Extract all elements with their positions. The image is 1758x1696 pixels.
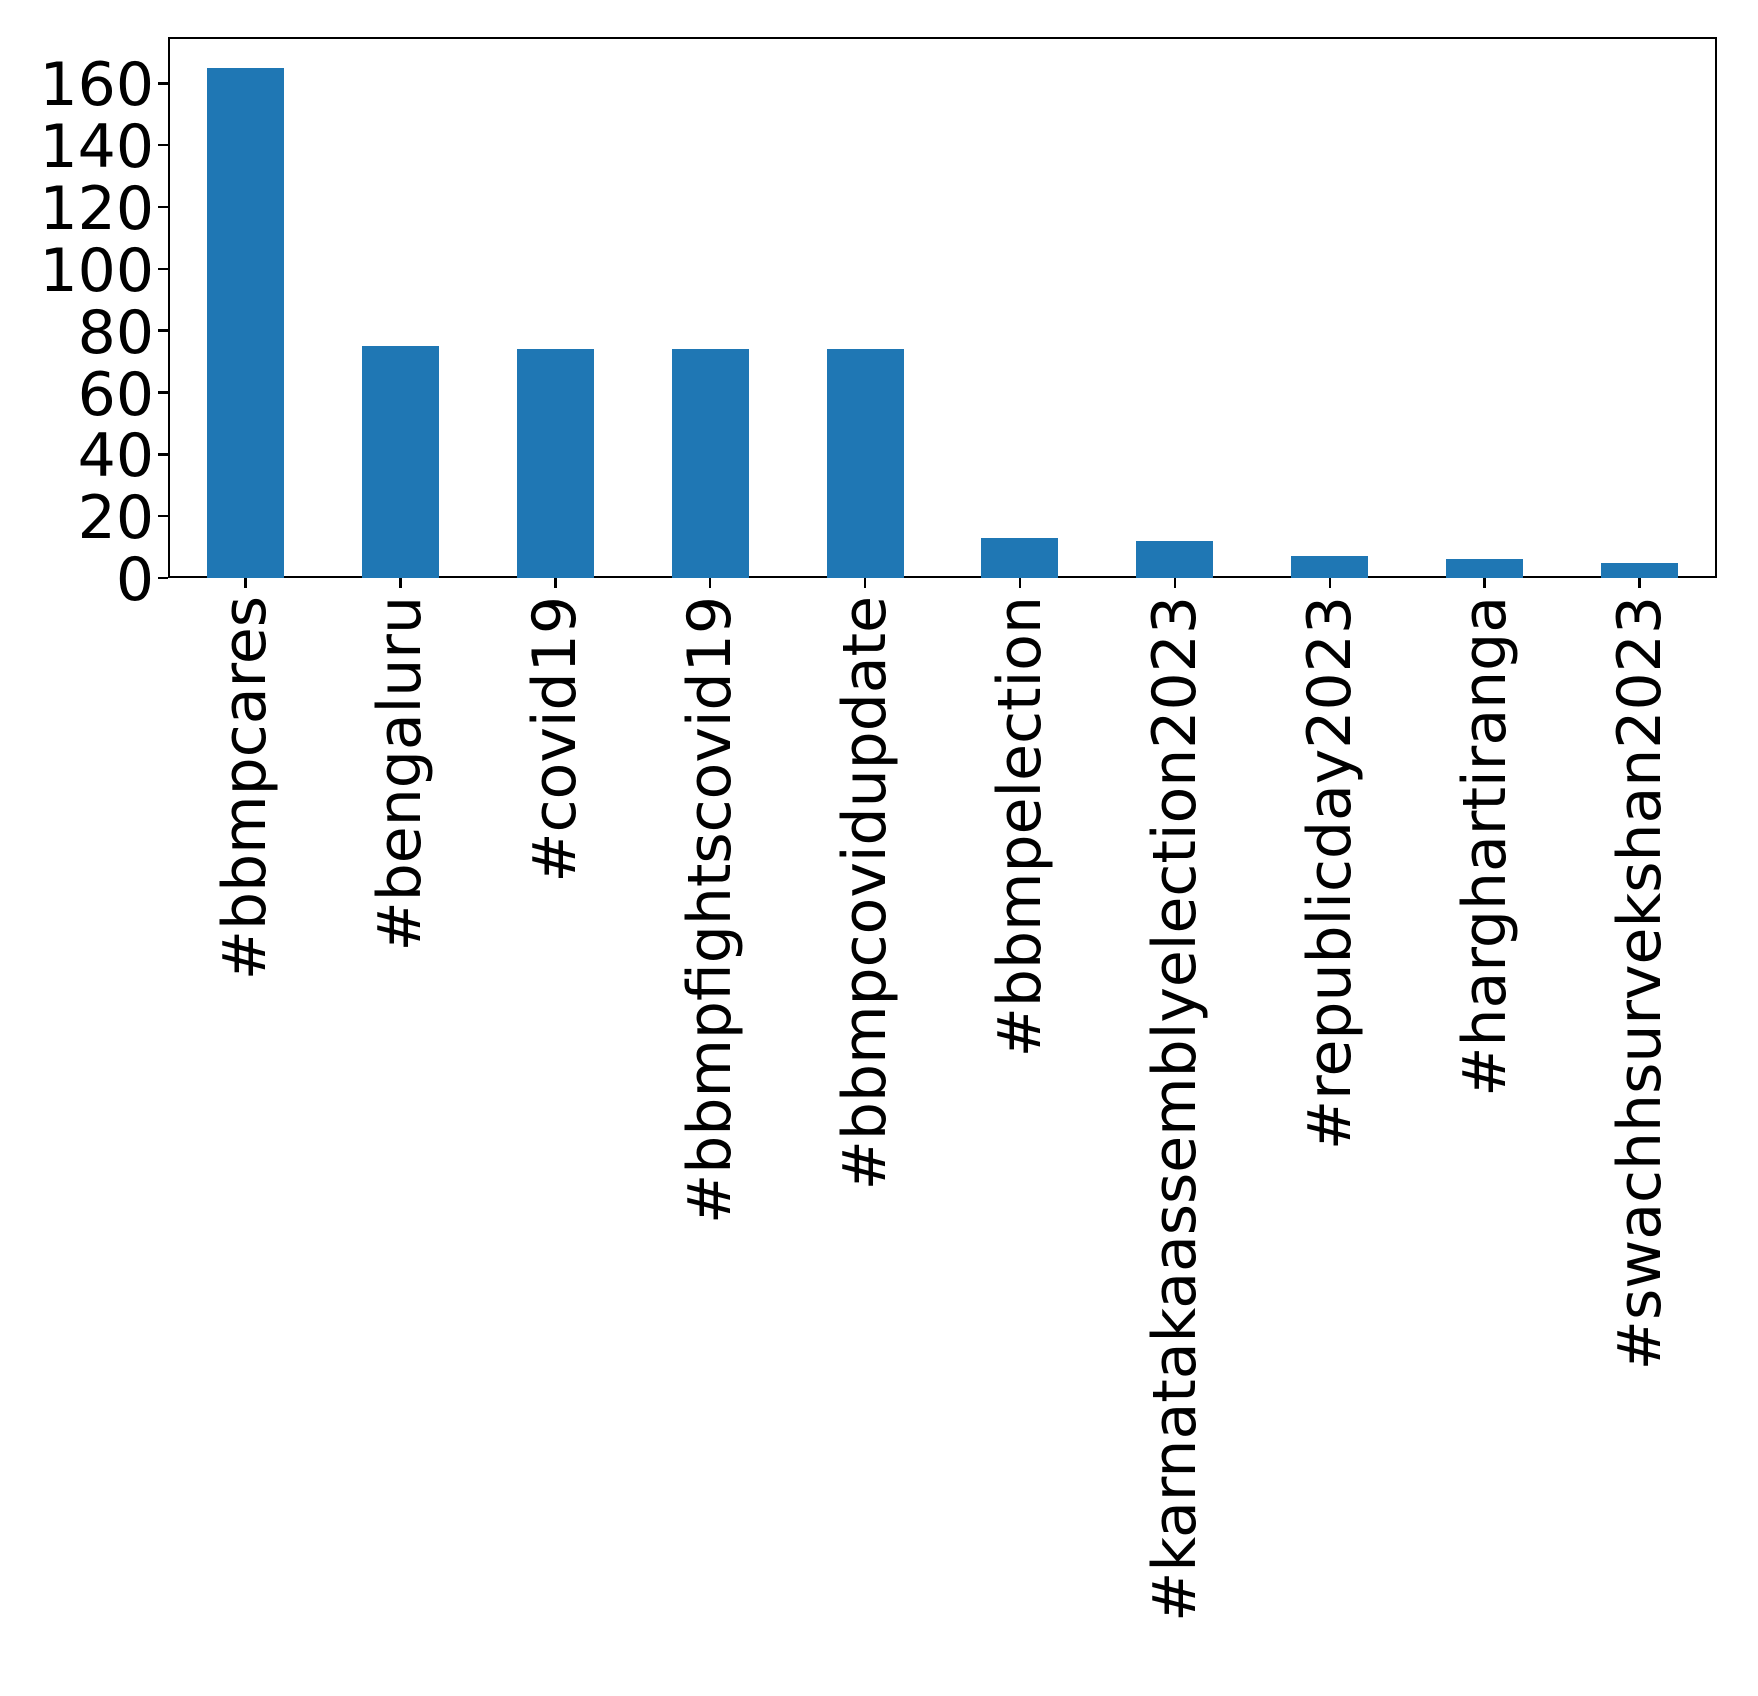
bar-harghartiranga xyxy=(1446,559,1524,578)
bar-bbmpelection xyxy=(981,537,1059,578)
x-tick xyxy=(1483,578,1486,588)
bar-bengaluru xyxy=(361,346,439,578)
bar-republicday2023 xyxy=(1291,556,1369,578)
y-tick xyxy=(158,82,168,85)
bar-bbmpfightscovid19 xyxy=(671,349,749,578)
x-category-label: #bengaluru xyxy=(365,596,436,952)
y-tick xyxy=(158,514,168,518)
bar-bbmpcovidupdate xyxy=(826,349,904,578)
y-tick-label: 0 xyxy=(115,545,154,615)
y-tick xyxy=(158,267,168,271)
x-tick xyxy=(708,578,712,588)
y-tick-label: 100 xyxy=(39,235,154,306)
bar-bbmpcares xyxy=(206,67,284,578)
y-tick-label: 40 xyxy=(77,421,154,492)
x-category-label: #bbmpcovidupdate xyxy=(830,596,901,1191)
y-tick-label: 160 xyxy=(39,50,154,121)
x-category-label: #covid19 xyxy=(520,596,591,883)
x-category-label: #swachhsurvekshan2023 xyxy=(1604,596,1675,1371)
y-tick xyxy=(158,143,168,147)
x-tick xyxy=(1018,578,1022,588)
y-tick xyxy=(158,391,168,394)
x-tick xyxy=(1328,578,1331,588)
y-tick xyxy=(158,329,168,332)
x-category-label: #bbmpfightscovid19 xyxy=(675,596,746,1224)
x-category-label: #bbmpelection xyxy=(984,596,1055,1058)
x-tick xyxy=(1638,578,1641,588)
y-tick-label: 140 xyxy=(39,112,154,183)
y-tick xyxy=(158,576,168,580)
x-tick xyxy=(1173,578,1177,588)
bar-swachhsurvekshan2023 xyxy=(1601,562,1679,578)
y-tick xyxy=(158,205,168,209)
x-category-label: #karnatakaassemblyelection2023 xyxy=(1139,596,1210,1622)
x-category-label: #bbmpcares xyxy=(210,596,281,981)
y-tick-label: 60 xyxy=(77,359,154,430)
x-category-label: #harghartiranga xyxy=(1449,596,1520,1097)
x-tick xyxy=(244,578,247,588)
y-tick-label: 80 xyxy=(77,297,154,368)
y-tick-label: 20 xyxy=(77,483,154,554)
y-tick xyxy=(158,453,168,456)
x-category-label: #republicday2023 xyxy=(1294,596,1365,1151)
x-tick xyxy=(554,578,557,588)
plot-frame xyxy=(168,37,1717,578)
x-tick xyxy=(863,578,867,588)
x-tick xyxy=(399,578,402,588)
bar-covid19 xyxy=(516,349,594,578)
y-tick-label: 120 xyxy=(39,174,154,245)
bar-karnatakaassemblyelection2023 xyxy=(1136,540,1214,578)
